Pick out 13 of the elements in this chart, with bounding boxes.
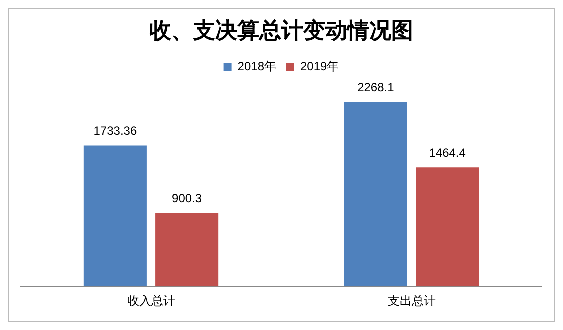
data-label: 1733.36 xyxy=(94,124,138,138)
bar xyxy=(416,168,480,287)
data-label: 1464.4 xyxy=(429,146,466,160)
legend-label: 2019年 xyxy=(300,60,340,74)
chart-title: 收、支决算总计变动情况图 xyxy=(150,18,414,44)
bar xyxy=(344,102,408,287)
data-label: 900.3 xyxy=(172,192,202,206)
x-tick-label: 支出总计 xyxy=(388,294,436,308)
bar xyxy=(84,146,147,287)
legend-label: 2018年 xyxy=(238,60,277,74)
data-label: 2268.1 xyxy=(358,80,395,95)
bar xyxy=(156,213,219,287)
x-tick-label: 收入总计 xyxy=(127,294,176,308)
